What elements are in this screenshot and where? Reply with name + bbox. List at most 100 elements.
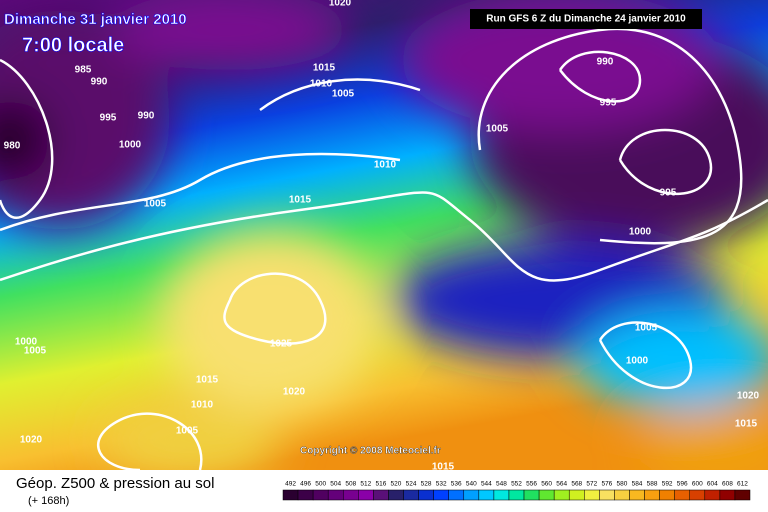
scale-label: 612 [737, 481, 748, 488]
isobar-label: 990 [138, 111, 155, 122]
scale-label: 536 [451, 481, 462, 488]
isobar-label: 1005 [144, 199, 167, 210]
run-box [470, 9, 702, 29]
scale-label: 560 [541, 481, 552, 488]
scale-label: 568 [571, 481, 582, 488]
isobar-label: 1015 [196, 375, 219, 386]
scale-swatch [538, 489, 555, 501]
isobar-label: 985 [75, 65, 92, 76]
scale-swatch [734, 489, 751, 501]
scale-swatch [523, 489, 540, 501]
scale-label: 528 [421, 481, 432, 488]
scale-label: 572 [586, 481, 597, 488]
scale-swatch [327, 489, 344, 501]
scale-label: 544 [481, 481, 492, 488]
scale-swatch [659, 489, 675, 501]
scale-swatch [629, 489, 645, 501]
scale-swatch [719, 489, 736, 501]
isobar-label: 1015 [289, 195, 312, 206]
time-label: 7:00 locale [22, 34, 124, 56]
scale-swatch [568, 489, 585, 501]
isobar-label: 990 [91, 77, 108, 88]
isobar-label: 1015 [313, 63, 336, 74]
isobar-label: 1015 [735, 419, 758, 430]
field-blobs [0, 0, 768, 490]
isobar-label: 1000 [119, 140, 142, 151]
scale-label: 520 [391, 481, 402, 488]
isobar-label: 1000 [626, 356, 649, 367]
isobar-label: 1020 [283, 387, 306, 398]
scale-swatch [373, 489, 389, 501]
isobar-label: 1010 [191, 400, 214, 411]
isobar-label: 1020 [20, 435, 43, 446]
scale-label: 548 [496, 481, 507, 488]
isobar-label: 995 [100, 113, 117, 124]
scale-swatch [553, 489, 570, 501]
copyright: Copyright © 2008 Meteociel.fr [300, 446, 441, 457]
scale-label: 600 [692, 481, 703, 488]
scale-label: 580 [617, 481, 628, 488]
isobar-label: 1025 [270, 339, 293, 350]
scale-swatch [433, 489, 449, 501]
scale-label: 604 [707, 481, 718, 488]
scale-swatch [343, 489, 359, 501]
run-label: Run GFS 6 Z du Dimanche 24 janvier 2010 [486, 14, 686, 25]
isobar-label: 1010 [374, 160, 397, 171]
scale-label: 592 [662, 481, 673, 488]
scale-swatch [312, 489, 329, 501]
scale-label: 508 [345, 481, 356, 488]
footer-title: Géop. Z500 & pression au sol [16, 475, 214, 492]
footer-lead: (+ 168h) [28, 495, 69, 507]
scale-label: 540 [466, 481, 477, 488]
scale-swatch [704, 489, 721, 501]
scale-label: 500 [315, 481, 326, 488]
scale-label: 608 [722, 481, 733, 488]
isobar-label: 1005 [176, 426, 199, 437]
scale-swatch [297, 489, 314, 501]
scale-swatch [689, 489, 706, 501]
scale-label: 556 [526, 481, 537, 488]
isobar-label: 1015 [432, 462, 455, 473]
scale-swatch [584, 489, 600, 501]
scale-label: 552 [511, 481, 522, 488]
scale-swatch [403, 489, 419, 501]
isobar-label: 995 [660, 188, 677, 199]
scale-swatch [508, 489, 525, 501]
isobar-label: 1005 [24, 346, 47, 357]
isobar-label: 1010 [310, 79, 333, 90]
scale-label: 516 [375, 481, 386, 488]
scale-label: 504 [330, 481, 341, 488]
scale-swatch [358, 489, 374, 501]
scale-label: 512 [360, 481, 371, 488]
isobar-label: 1005 [635, 323, 658, 334]
scale-swatch [644, 489, 660, 501]
scale-swatch [599, 489, 615, 501]
scale-swatch [493, 489, 510, 501]
scale-swatch [282, 489, 299, 501]
scale-label: 584 [632, 481, 643, 488]
isobar-label: 1005 [332, 89, 355, 100]
date-label: Dimanche 31 janvier 2010 [4, 11, 187, 28]
scale-label: 532 [436, 481, 447, 488]
scale-swatch [388, 489, 404, 501]
isobar-label: 1020 [329, 0, 352, 9]
scale-label: 564 [556, 481, 567, 488]
scale-swatch [448, 489, 465, 501]
scale-label: 524 [406, 481, 417, 488]
isobar-label: 1005 [486, 124, 509, 135]
isobar-label: 980 [4, 141, 21, 152]
scale-swatch [463, 489, 480, 501]
scale-label: 576 [601, 481, 612, 488]
scale-swatch [478, 489, 495, 501]
scale-swatch [674, 489, 690, 501]
scale-label: 588 [647, 481, 658, 488]
scale-swatch [614, 489, 630, 501]
isobar-label: 1000 [629, 227, 652, 238]
scale-label: 496 [300, 481, 311, 488]
isobar-label: 1020 [737, 391, 760, 402]
color-scale: 492 496 500 504 508 512 516 520 524 528 532 536 540 5… [282, 481, 751, 501]
isobar-label: 995 [600, 98, 617, 109]
